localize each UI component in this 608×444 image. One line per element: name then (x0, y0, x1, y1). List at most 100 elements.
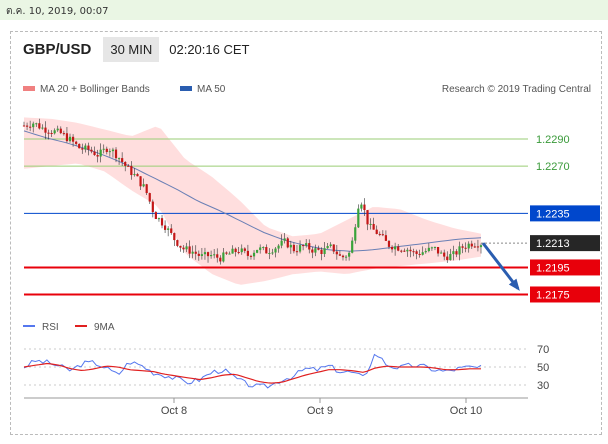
candle-body (188, 246, 191, 254)
candle-body (59, 128, 62, 134)
candle-body (394, 246, 397, 250)
candle-body (320, 249, 323, 254)
projection-arrowhead (508, 278, 520, 291)
candle-body (390, 246, 394, 250)
candle-body (369, 223, 372, 225)
candle-body (93, 151, 96, 156)
candle-body (53, 130, 56, 134)
candle-body (139, 176, 142, 187)
candle-body (286, 238, 289, 248)
level-label-1.2235: 1.2235 (536, 208, 570, 220)
candle-body (102, 148, 105, 150)
candle-body (157, 218, 161, 220)
candle-body (50, 133, 53, 135)
candle-body (71, 136, 75, 142)
candle-body (317, 248, 320, 250)
candle-body (182, 247, 185, 250)
candle-body (213, 254, 216, 256)
candle-body (357, 208, 360, 228)
candle-body (338, 254, 342, 256)
candle-body (415, 251, 418, 254)
candle-body (148, 193, 151, 202)
candle-body (311, 249, 314, 253)
candle-body (108, 151, 111, 153)
level-label-1.2270: 1.2270 (536, 161, 570, 173)
candle-body (173, 233, 176, 241)
candle-body (289, 244, 292, 248)
candle-body (326, 246, 329, 249)
candle-body (47, 132, 50, 134)
candle-body (90, 149, 93, 152)
candle-body (295, 251, 299, 253)
candle-body (329, 244, 332, 247)
candle-body (216, 254, 219, 258)
candle-body (375, 229, 378, 234)
level-label-1.2175: 1.2175 (536, 289, 570, 301)
level-label-1.2290: 1.2290 (536, 134, 570, 146)
candle-body (305, 243, 308, 246)
candle-body (283, 238, 286, 241)
level-badge-1.2195 (530, 259, 600, 276)
candle-body (348, 252, 351, 257)
candle-body (185, 246, 188, 250)
candle-body (243, 248, 246, 251)
candle-body (136, 174, 139, 177)
candle-body (25, 125, 29, 127)
candle-body (44, 127, 47, 133)
candle-body (421, 252, 424, 255)
ma20-legend-swatch (23, 86, 35, 91)
ma20-legend-label: MA 20 + Bollinger Bands (40, 84, 150, 95)
candle-body (256, 249, 259, 253)
candle-body (406, 249, 409, 252)
candle-body (302, 245, 305, 247)
candle-body (249, 255, 253, 257)
candle-body (191, 251, 194, 254)
candle-body (65, 133, 69, 142)
candle-body (142, 184, 145, 187)
candle-body (351, 240, 354, 253)
candle-body (237, 252, 240, 254)
candle-body (433, 246, 437, 248)
candle-body (424, 251, 427, 253)
candle-body (455, 251, 458, 255)
level-badge-1.2213 (530, 235, 600, 252)
candle-body (461, 246, 464, 248)
candle-body (225, 252, 228, 254)
candle-body (219, 257, 222, 262)
candle-body (427, 247, 430, 252)
candle-body (117, 158, 121, 160)
research-credit: Research © 2019 Trading Central (442, 84, 591, 95)
level-badge-1.2235 (530, 205, 600, 222)
candle-body (259, 247, 262, 250)
candle-body (360, 204, 363, 209)
candle-body (222, 252, 225, 262)
candle-body (452, 251, 455, 255)
candle-body (430, 247, 434, 249)
candle-body (449, 254, 452, 261)
candle-body (378, 233, 381, 235)
candle-body (381, 234, 384, 236)
candle-body (78, 143, 81, 149)
candle-body (308, 243, 311, 250)
candle-body (151, 201, 154, 213)
x-tick-label: Oct 8 (161, 405, 187, 417)
candle-body (99, 149, 102, 157)
chart-header: GBP/USD 30 MIN 02:20:16 CET (23, 36, 249, 62)
rsi-line (23, 353, 482, 389)
candle-body (277, 245, 280, 249)
level-label-1.2195: 1.2195 (536, 262, 570, 274)
timeframe-badge[interactable]: 30 MIN (103, 36, 160, 62)
candle-body (160, 218, 164, 226)
candle-body (197, 253, 200, 256)
candle-body (366, 210, 369, 225)
candle-body (35, 123, 38, 125)
rsi-tick-30: 30 (537, 380, 549, 392)
rsi-legend-swatch (23, 325, 35, 327)
candle-body (114, 149, 118, 159)
candle-body (323, 248, 326, 254)
ma50-legend-label: MA 50 (197, 84, 226, 95)
candle-body (412, 251, 415, 253)
candle-body (397, 246, 400, 251)
candle-body (268, 252, 271, 254)
